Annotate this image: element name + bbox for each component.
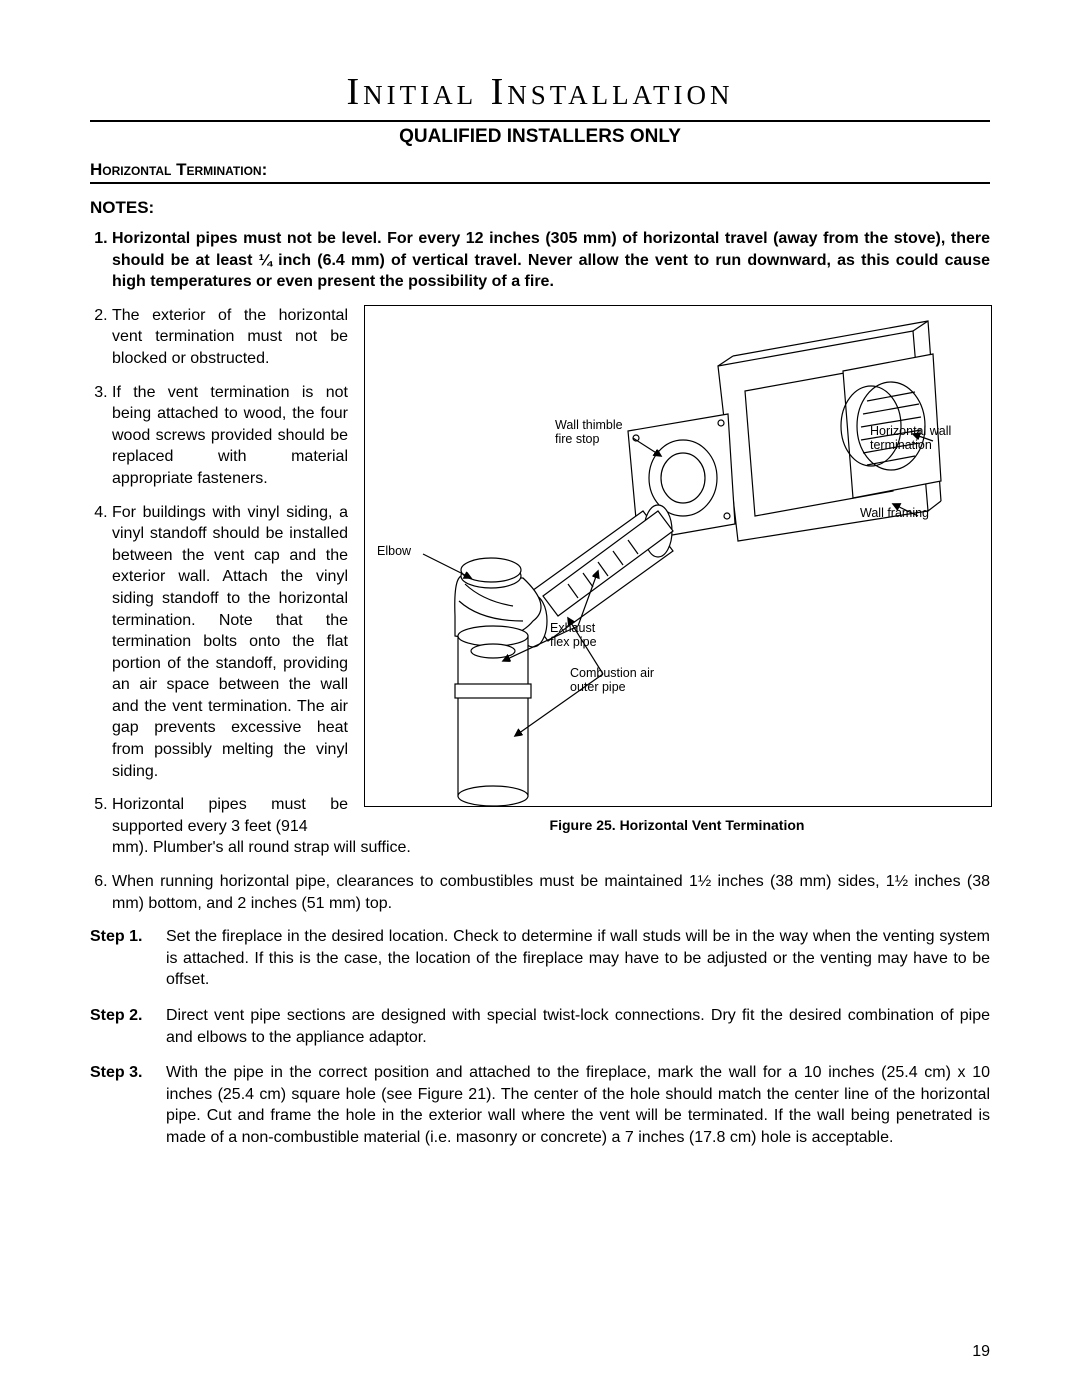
note-5: Horizontal pipes must be supported every…: [112, 794, 348, 837]
step-2-body: Direct vent pipe sections are designed w…: [166, 1005, 990, 1048]
notes-list-bottom: When running horizontal pipe, clearances…: [90, 871, 990, 914]
step-1-body: Set the fireplace in the desired locatio…: [166, 926, 990, 991]
diagram-svg: [365, 306, 991, 806]
figure-25: Elbow Wall thimble fire stop Horizontal …: [364, 305, 992, 807]
note-4: For buildings with vinyl siding, a vinyl…: [112, 502, 348, 783]
left-column: The exterior of the horizontal vent term…: [90, 305, 348, 850]
page: Initial Installation QUALIFIED INSTALLER…: [0, 0, 1080, 1397]
step-2: Step 2. Direct vent pipe sections are de…: [90, 1005, 990, 1048]
label-combustion: Combustion air outer pipe: [570, 666, 654, 695]
page-subtitle: QUALIFIED INSTALLERS ONLY: [90, 126, 990, 148]
notes-heading: NOTES:: [90, 198, 990, 218]
note-6: When running horizontal pipe, clearances…: [112, 871, 990, 914]
note-2: The exterior of the horizontal vent term…: [112, 305, 348, 370]
step-3-label: Step 3.: [90, 1062, 166, 1148]
label-termination: Horizontal wall termination: [870, 424, 951, 453]
step-3: Step 3. With the pipe in the correct pos…: [90, 1062, 990, 1148]
page-title: Initial Installation: [90, 70, 990, 122]
note-5-continuation: mm). Plumber's all round strap will suff…: [112, 837, 990, 859]
right-column: Elbow Wall thimble fire stop Horizontal …: [364, 305, 990, 833]
figure-caption: Figure 25. Horizontal Vent Termination: [364, 817, 990, 833]
step-3-body: With the pipe in the correct position an…: [166, 1062, 990, 1148]
note-3: If the vent termination is not being att…: [112, 382, 348, 490]
label-exhaust: Exhaust flex pipe: [550, 621, 597, 650]
two-column-region: The exterior of the horizontal vent term…: [90, 305, 990, 850]
label-thimble: Wall thimble fire stop: [555, 418, 623, 447]
steps-list: Step 1. Set the fireplace in the desired…: [90, 926, 990, 1148]
label-elbow: Elbow: [377, 544, 411, 558]
notes-list-left: The exterior of the horizontal vent term…: [90, 305, 348, 838]
step-2-label: Step 2.: [90, 1005, 166, 1048]
note-1: Horizontal pipes must not be level. For …: [112, 228, 990, 293]
step-1: Step 1. Set the fireplace in the desired…: [90, 926, 990, 991]
section-heading: Horizontal Termination:: [90, 160, 990, 184]
notes-list: Horizontal pipes must not be level. For …: [90, 228, 990, 293]
page-number: 19: [972, 1343, 990, 1361]
step-1-label: Step 1.: [90, 926, 166, 991]
label-framing: Wall framing: [860, 506, 929, 520]
